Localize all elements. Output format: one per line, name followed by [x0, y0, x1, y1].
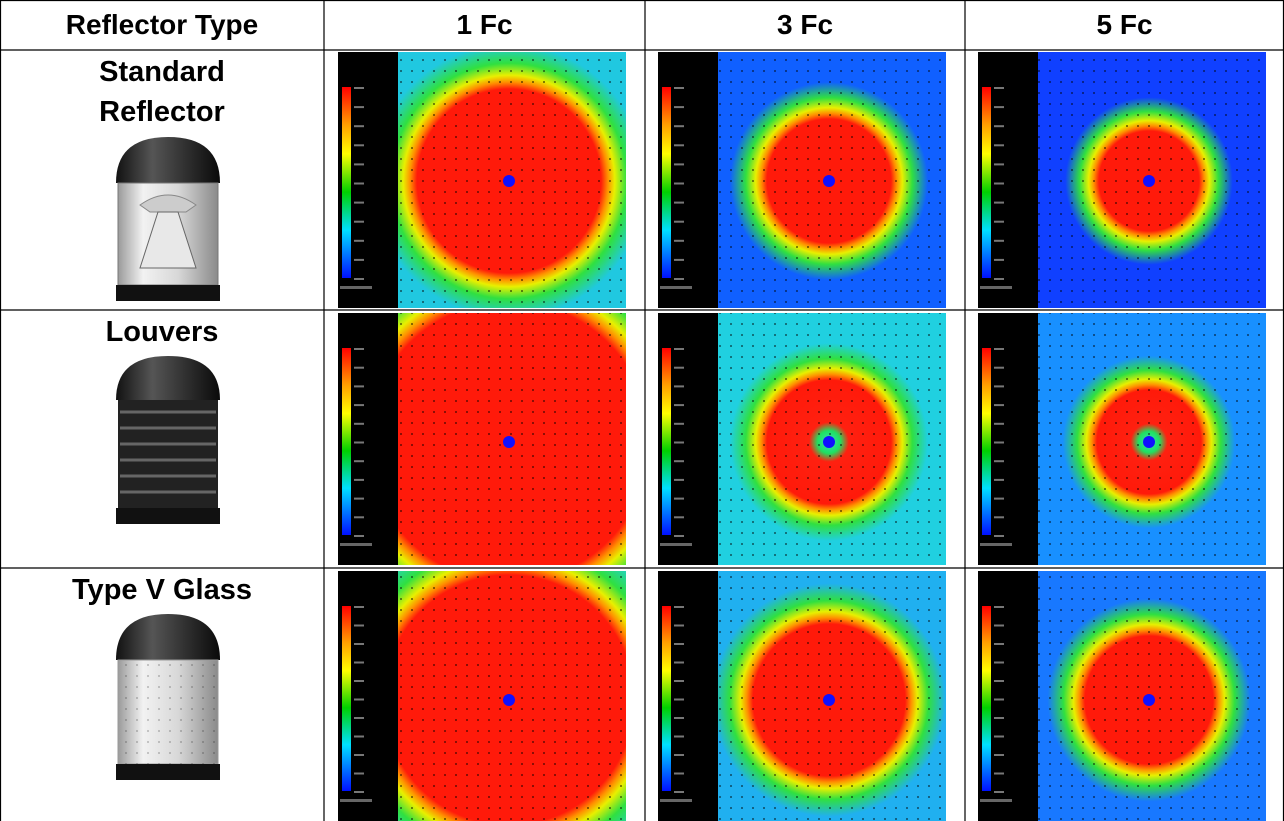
heatmap-image [338, 52, 626, 308]
heatmap-image [978, 313, 1266, 565]
row-label: Type V Glass [0, 570, 324, 610]
header-cell: Reflector Type [0, 0, 324, 50]
header-cell: 1 Fc [324, 0, 645, 50]
row-label: Louvers [0, 312, 324, 352]
header-cell: 5 Fc [965, 0, 1284, 50]
heatmap-image [658, 571, 946, 821]
page: Reflector Type 1 Fc 3 Fc 5 Fc Standard R… [0, 0, 1284, 821]
row-label: Standard Reflector [0, 52, 324, 132]
heatmap-image [338, 313, 626, 565]
heatmap-image [978, 52, 1266, 308]
heatmap-image [338, 571, 626, 821]
header-cell: 3 Fc [645, 0, 965, 50]
lamp-standard [116, 137, 220, 301]
heatmap-image [658, 52, 946, 308]
heatmap-image [978, 571, 1266, 821]
heatmap-image [658, 313, 946, 565]
lamp-type-v-glass [116, 614, 220, 780]
lamp-louvers [116, 356, 220, 524]
heatmaps [338, 52, 1266, 821]
